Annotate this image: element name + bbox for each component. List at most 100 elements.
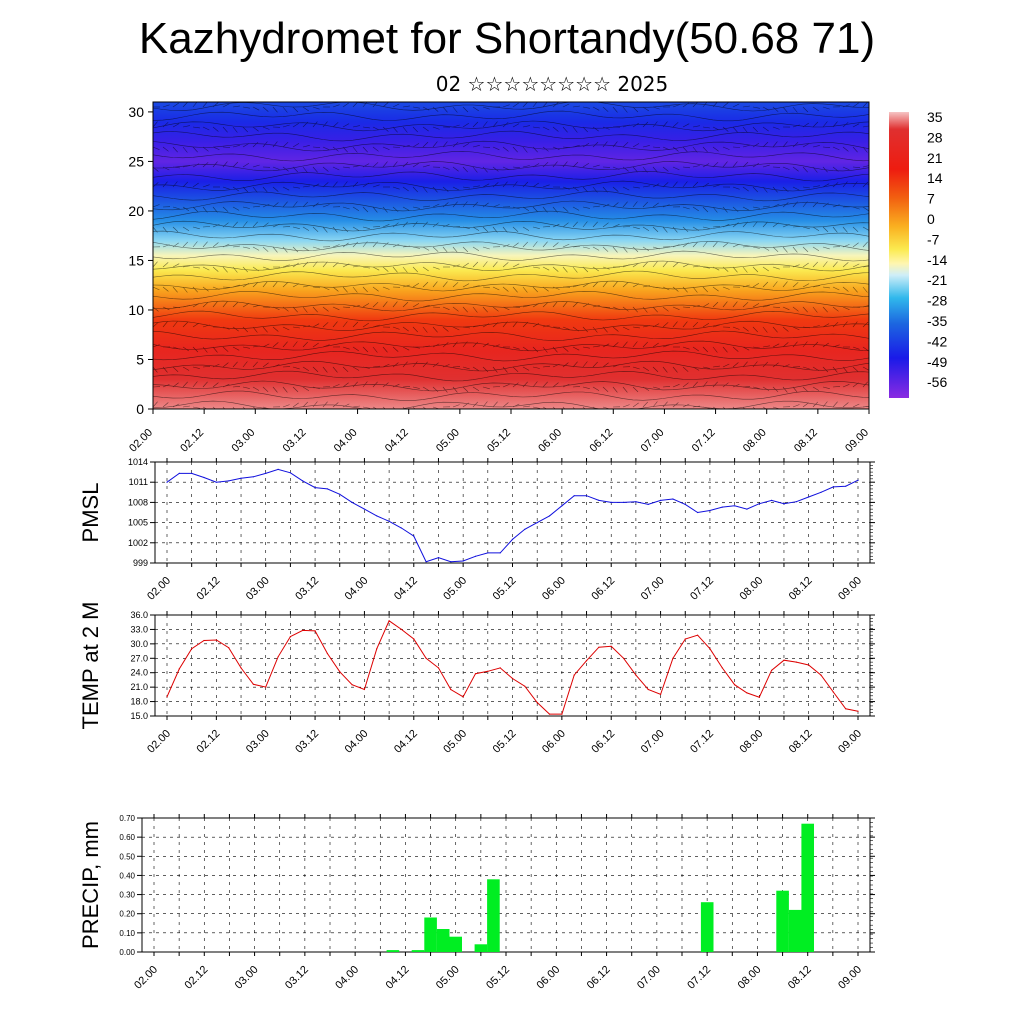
isoline: [153, 170, 869, 182]
wind-barb: [202, 102, 208, 108]
wind-barb: [873, 242, 877, 248]
wind-barb: [762, 266, 769, 272]
colorbar-ramp: [889, 112, 909, 398]
precip-bar: [487, 879, 500, 952]
wind-barb: [222, 301, 228, 308]
wind-barb: [622, 166, 629, 172]
wind-barb: [612, 141, 618, 148]
colorbar-label: -28: [927, 293, 947, 309]
colorbar-label: 21: [927, 150, 943, 166]
wind-barb: [362, 241, 368, 248]
wind-barb: [162, 286, 169, 292]
wind-barb: [402, 326, 409, 332]
pmsl-point: [845, 485, 847, 487]
wind-barb: [572, 361, 578, 368]
wind-barb: [842, 122, 849, 128]
wind-barb: [342, 226, 349, 233]
wind-barb: [542, 126, 550, 131]
wind-barb: [522, 181, 529, 188]
wind-barb: [272, 106, 278, 113]
wind-barb: [612, 202, 619, 208]
wind-barb: [552, 102, 559, 108]
temp-point: [450, 688, 452, 691]
wind-barb: [312, 106, 320, 110]
wind-barb: [322, 286, 330, 291]
isoline: [153, 200, 869, 212]
heatmap-ytick-label: 15: [128, 252, 144, 268]
wind-barb: [342, 346, 350, 350]
wind-barb: [252, 205, 260, 208]
wind-barb: [292, 262, 299, 268]
wind-barb: [632, 366, 640, 370]
wind-barb: [852, 242, 859, 248]
wind-barb: [802, 143, 810, 148]
wind-barb: [742, 144, 750, 148]
pmsl-point: [795, 501, 797, 503]
wind-barb: [612, 166, 620, 170]
wind-barb: [562, 161, 568, 168]
wind-barb: [202, 162, 209, 168]
wind-barb: [873, 367, 880, 368]
wind-barb: [412, 186, 419, 193]
wind-barb: [512, 306, 521, 308]
colorbar-label: 35: [927, 109, 943, 125]
wind-barb: [312, 146, 321, 148]
pmsl-point: [684, 503, 686, 505]
wind-barb: [542, 381, 548, 388]
wind-barb: [342, 403, 350, 408]
wind-barb: [752, 126, 759, 133]
wind-barb: [842, 104, 850, 108]
wind-barb: [732, 326, 740, 330]
temp-2m-chart: 15.0 18.0 21.0 24.0 27.0 30.0 33.0 36.0 02.00 02.…: [78, 602, 875, 756]
wind-barb: [822, 306, 828, 313]
isoline: [153, 190, 869, 202]
wind-barb: [153, 166, 159, 172]
precip-ylabel: PRECIP, mm: [78, 821, 103, 949]
wind-barb: [322, 401, 328, 408]
wind-barb: [592, 106, 600, 111]
wind-barb: [792, 106, 798, 113]
wind-barb: [622, 306, 629, 312]
wind-barb: [232, 284, 240, 288]
wind-barb: [352, 321, 359, 328]
wind-barb: [512, 206, 520, 210]
wind-barb: [732, 103, 740, 108]
wind-barb: [722, 223, 730, 228]
wind-barb: [732, 266, 738, 273]
wind-barb: [402, 221, 408, 228]
wind-barb: [482, 106, 490, 110]
wind-barb: [602, 186, 608, 193]
precip-bar: [788, 909, 802, 952]
pmsl-point: [178, 472, 180, 474]
pmsl-point: [734, 505, 736, 507]
wind-barb: [852, 346, 860, 350]
wind-barb: [302, 386, 310, 391]
wind-barb: [402, 206, 410, 211]
wind-barb: [172, 242, 179, 248]
wind-barb: [552, 382, 559, 388]
wind-barb: [153, 344, 160, 348]
wind-barb: [242, 221, 248, 228]
wind-barb: [402, 245, 410, 248]
wind-barb: [182, 265, 190, 268]
wind-barb: [682, 226, 689, 233]
wind-barb: [422, 326, 428, 333]
wind-barb: [502, 384, 510, 388]
wind-barb: [752, 361, 758, 368]
wind-barb: [692, 346, 699, 352]
wind-barb: [202, 324, 210, 328]
wind-barb: [162, 226, 168, 233]
wind-barb: [852, 206, 860, 210]
wind-barb: [442, 386, 448, 393]
wind-barb: [402, 406, 405, 409]
wind-barb: [852, 102, 859, 108]
pmsl-ytick-label: 1008: [128, 497, 148, 507]
wind-barb: [362, 266, 370, 269]
wind-barb: [512, 403, 520, 408]
wind-barb: [562, 103, 570, 108]
wind-barb: [302, 201, 309, 208]
temp-point: [758, 696, 760, 698]
wind-barb: [272, 364, 280, 368]
wind-barb: [212, 286, 220, 290]
wind-barb: [822, 386, 830, 389]
